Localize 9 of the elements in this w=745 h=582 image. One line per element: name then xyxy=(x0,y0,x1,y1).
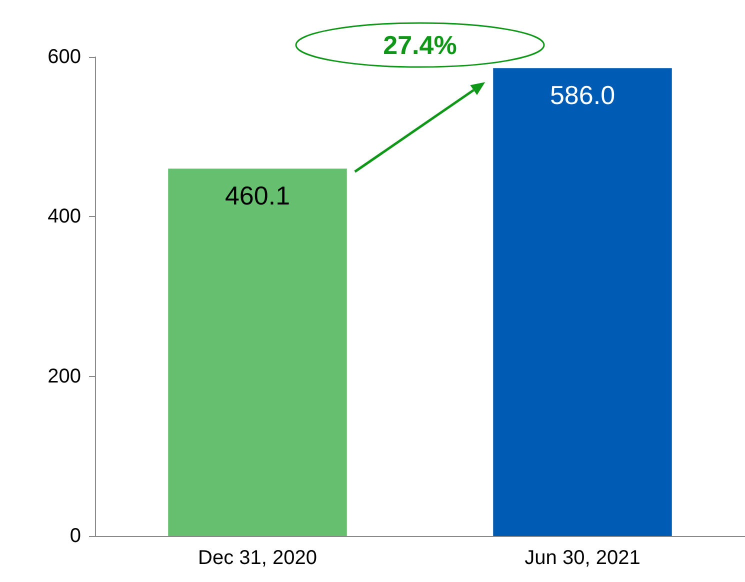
x-tick-label: Dec 31, 2020 xyxy=(198,547,317,569)
y-tick-label: 600 xyxy=(48,46,81,68)
y-tick-label: 400 xyxy=(48,206,81,228)
annotation: 27.4% xyxy=(383,30,457,60)
y-tick-label: 0 xyxy=(70,525,81,547)
data-label: 460.1 xyxy=(224,180,290,211)
y-tick-label: 200 xyxy=(48,365,81,388)
x-tick-label: Jun 30, 2021 xyxy=(524,547,640,569)
data-label: 586.0 xyxy=(550,80,616,110)
